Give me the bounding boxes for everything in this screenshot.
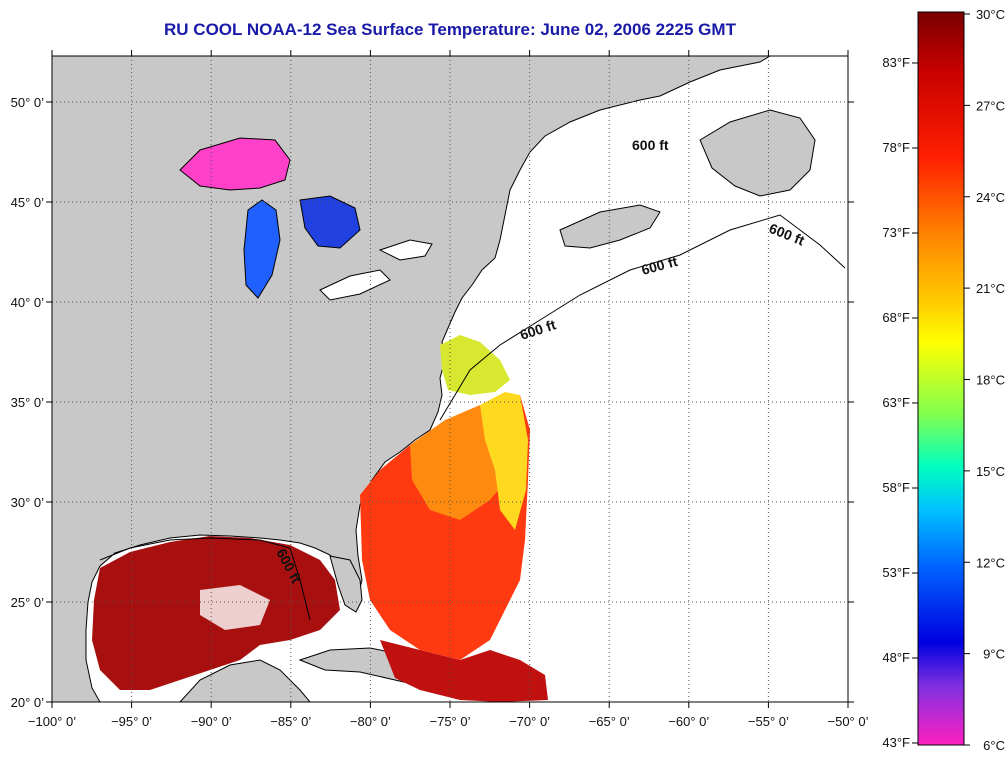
page-title: RU COOL NOAA-12 Sea Surface Temperature:… xyxy=(164,20,736,39)
longitude-axis: −100° 0’ −95° 0’ −90° 0’ −85° 0’ −80° 0’ −75°… xyxy=(28,50,869,729)
contour-label-1: 600 ft xyxy=(632,137,669,153)
colorbar-celsius-label: 18°C xyxy=(976,373,1005,388)
colorbar-fahrenheit-label: 78°F xyxy=(882,140,910,155)
colorbar-fahrenheit-label: 43°F xyxy=(882,735,910,750)
colorbar xyxy=(917,11,965,746)
map-gridlines xyxy=(52,56,848,702)
colorbar-celsius-label: 24°C xyxy=(976,190,1005,205)
lat-tick-label: 30° 0’ xyxy=(11,495,45,510)
land-newfoundland xyxy=(699,109,816,197)
gulf-cool-patch xyxy=(200,585,270,630)
colorbar-fahrenheit-label: 63°F xyxy=(882,395,910,410)
lon-tick-label: −50° 0’ xyxy=(828,714,869,729)
isobath-600ft-line xyxy=(439,214,846,421)
lon-tick-label: −100° 0’ xyxy=(28,714,76,729)
colorbar-fahrenheit-label: 73°F xyxy=(882,225,910,240)
caribbean-sst xyxy=(380,640,548,702)
land-florida xyxy=(329,555,363,613)
lon-tick-label: −60° 0’ xyxy=(668,714,709,729)
lon-tick-label: −55° 0’ xyxy=(748,714,789,729)
colorbar-celsius-label: 27°C xyxy=(976,98,1005,113)
isobath-600ft-gulf xyxy=(99,537,311,621)
colorbar-celsius-label: 30°C xyxy=(976,7,1005,22)
colorbar-fahrenheit-label: 68°F xyxy=(882,310,910,325)
atlantic-sst-yellow xyxy=(480,392,528,530)
colorbar-celsius-label: 9°C xyxy=(983,647,1005,662)
lon-tick-label: −70° 0’ xyxy=(509,714,550,729)
lon-tick-label: −90° 0’ xyxy=(191,714,232,729)
lat-tick-label: 40° 0’ xyxy=(11,295,45,310)
lake-erie xyxy=(319,269,391,301)
latitude-axis: 20° 0’ 25° 0’ 30° 0’ 35° 0’ 40° 0’ 45° 0’ 50° … xyxy=(11,95,854,710)
lon-tick-label: −85° 0’ xyxy=(270,714,311,729)
lat-tick-label: 45° 0’ xyxy=(11,195,45,210)
lat-tick-label: 20° 0’ xyxy=(11,695,45,710)
colorbar-fahrenheit-label: 83°F xyxy=(882,55,910,70)
colorbar-fahrenheit-label: 58°F xyxy=(882,480,910,495)
colorbar-celsius-label: 12°C xyxy=(976,555,1005,570)
colorbar-celsius-label: 6°C xyxy=(983,738,1005,753)
lon-tick-label: −75° 0’ xyxy=(430,714,471,729)
coastal-shelf-sst xyxy=(440,335,510,395)
colorbar-celsius-label: 15°C xyxy=(976,464,1005,479)
lon-tick-label: −65° 0’ xyxy=(589,714,630,729)
lon-tick-label: −80° 0’ xyxy=(350,714,391,729)
lat-tick-label: 25° 0’ xyxy=(11,595,45,610)
lat-tick-label: 50° 0’ xyxy=(11,95,45,110)
colorbar-celsius-label: 21°C xyxy=(976,281,1005,296)
colorbar-fahrenheit-label: 48°F xyxy=(882,650,910,665)
land-yucatan xyxy=(179,659,311,702)
lon-tick-label: −95° 0’ xyxy=(111,714,152,729)
lake-superior-sst xyxy=(179,137,291,191)
lake-michigan-sst xyxy=(243,199,281,299)
lat-tick-label: 35° 0’ xyxy=(11,395,45,410)
colorbar-labels: 30°C 27°C 24°C 21°C 18°C 15°C 12°C 9°C 6°C 83°F 78… xyxy=(882,7,1005,753)
lake-huron-sst xyxy=(299,195,361,249)
lake-ontario xyxy=(378,239,433,261)
colorbar-fahrenheit-label: 53°F xyxy=(882,565,910,580)
land-nova-scotia xyxy=(559,204,661,249)
